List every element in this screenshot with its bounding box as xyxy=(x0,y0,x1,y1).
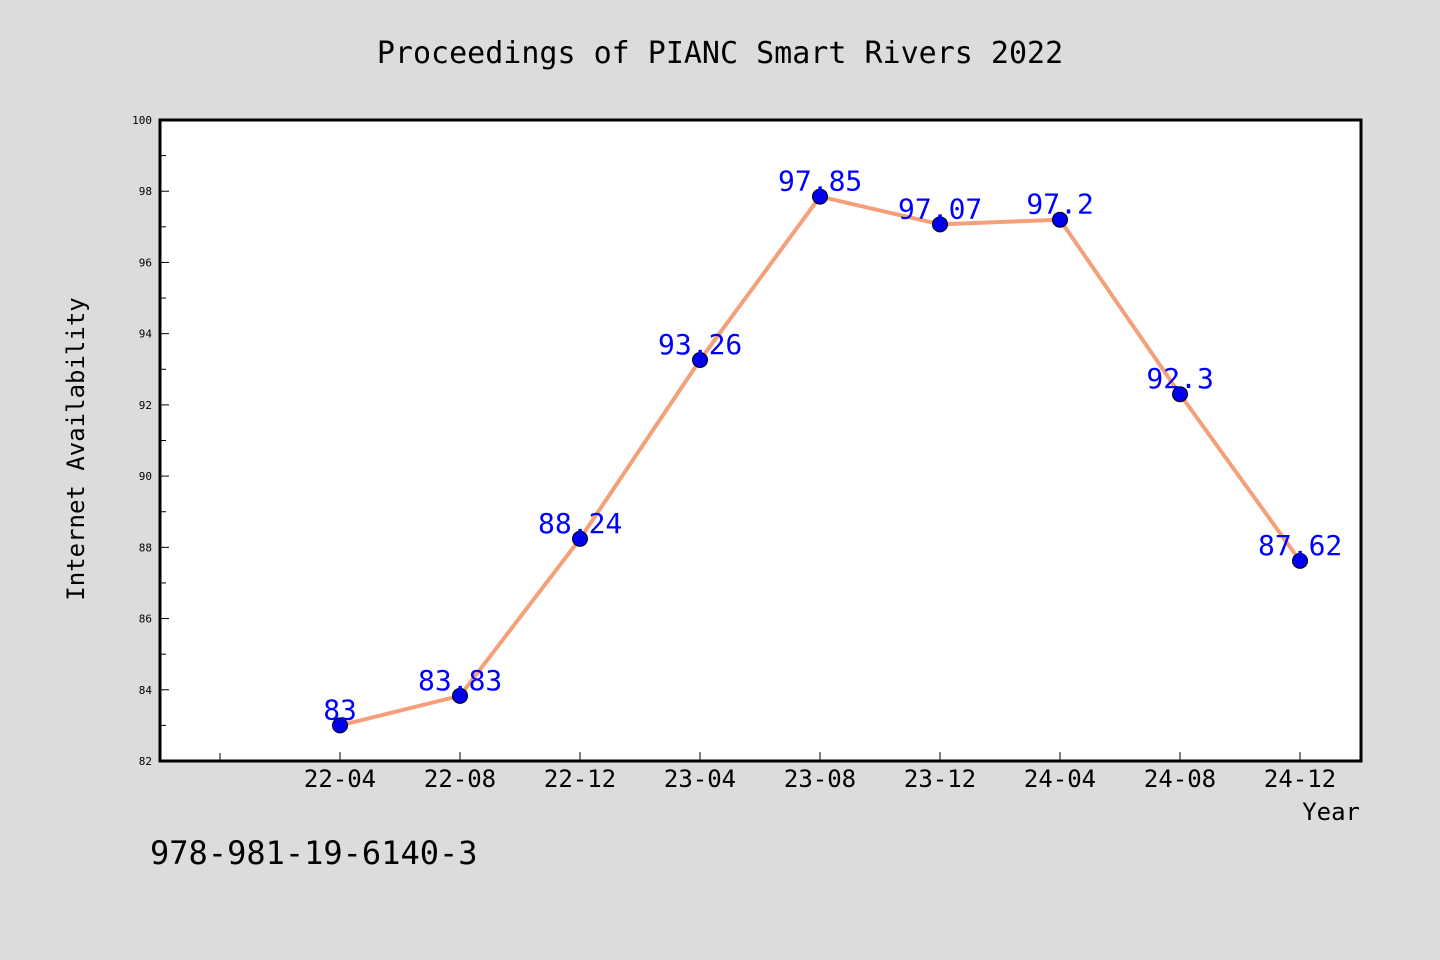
chart-title: Proceedings of PIANC Smart Rivers 2022 xyxy=(377,36,1063,71)
x-tick-label: 23-08 xyxy=(784,765,856,793)
x-tick-label: 23-12 xyxy=(904,765,976,793)
data-point xyxy=(1172,386,1188,403)
y-tick-label: 96 xyxy=(139,256,152,269)
data-label: 97.85 xyxy=(778,165,862,198)
data-label: 88.24 xyxy=(538,507,622,540)
x-tick-label: 23-04 xyxy=(664,765,736,793)
plot-area xyxy=(158,118,1363,763)
series-layer: 83 83.83 88.24 93.26 97.85 97.07 97.2 92.3 87.62 xyxy=(323,165,1342,734)
x-tick-label: 24-04 xyxy=(1024,765,1096,793)
x-tick-label: 22-08 xyxy=(424,765,496,793)
x-axis: 22-04 22-08 22-12 23-04 23-08 23-12 24-04 24-08… xyxy=(219,752,1336,793)
x-tick-label: 24-12 xyxy=(1264,765,1336,793)
y-tick-label: 84 xyxy=(139,684,153,697)
y-axis-label: Internet Availability xyxy=(62,297,90,600)
x-tick-label: 22-04 xyxy=(304,765,376,793)
x-tick-label: 24-08 xyxy=(1144,765,1216,793)
data-label: 97.2 xyxy=(1026,188,1093,221)
data-point xyxy=(572,530,588,547)
data-label: 93.26 xyxy=(658,328,742,361)
y-axis: 82 84 86 88 90 92 94 96 98 100 xyxy=(132,114,169,768)
y-tick-label: 90 xyxy=(139,470,152,483)
data-label: 83.83 xyxy=(418,664,502,697)
data-point xyxy=(332,717,348,734)
data-point xyxy=(932,216,948,233)
isbn-footer: 978-981-19-6140-3 xyxy=(150,834,478,872)
data-label: 83 xyxy=(323,693,357,726)
x-tick-label: 22-12 xyxy=(544,765,616,793)
data-point xyxy=(1052,211,1068,228)
x-axis-label: Year xyxy=(1302,798,1360,826)
y-tick-label: 82 xyxy=(139,755,152,768)
data-point xyxy=(1292,552,1308,569)
y-tick-label: 94 xyxy=(139,328,153,341)
data-point xyxy=(692,352,708,369)
y-tick-label: 92 xyxy=(139,399,152,412)
data-label: 87.62 xyxy=(1258,529,1342,562)
data-point xyxy=(812,188,828,205)
data-point xyxy=(452,687,468,704)
data-label: 92.3 xyxy=(1146,362,1213,395)
y-tick-label: 100 xyxy=(132,114,152,127)
data-label: 97.07 xyxy=(898,192,982,225)
y-tick-label: 88 xyxy=(139,541,152,554)
y-tick-label: 98 xyxy=(139,185,152,198)
y-tick-label: 86 xyxy=(139,613,152,626)
